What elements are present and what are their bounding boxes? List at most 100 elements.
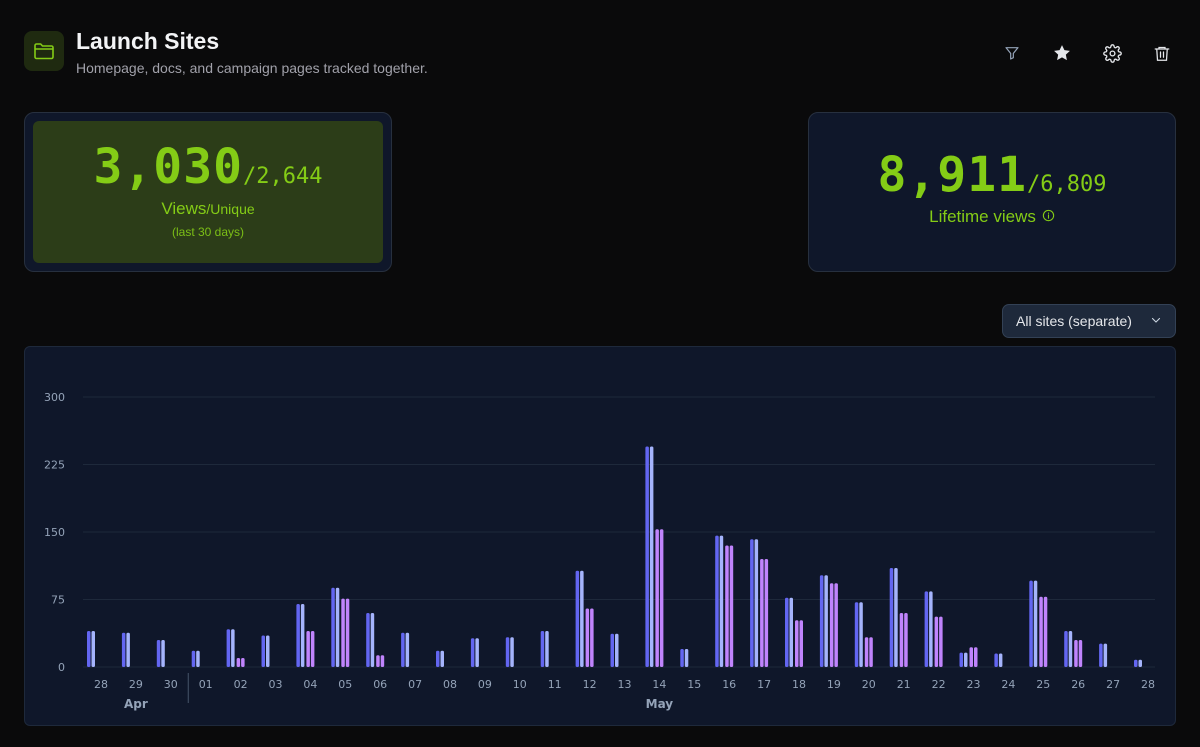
x-tick-label: 19 bbox=[827, 678, 841, 691]
bar-series-1a bbox=[1029, 580, 1033, 667]
month-label: Apr bbox=[124, 697, 148, 711]
bar-series-1b bbox=[475, 638, 479, 667]
x-tick-label: 25 bbox=[1036, 678, 1050, 691]
x-tick-label: 29 bbox=[129, 678, 143, 691]
bar-series-2a bbox=[934, 616, 939, 667]
bar-series-2a bbox=[306, 631, 310, 667]
x-tick-label: 24 bbox=[1001, 678, 1015, 691]
bar-series-2a bbox=[899, 613, 904, 667]
y-tick-label: 75 bbox=[51, 594, 65, 607]
period-label: (last 30 days) bbox=[171, 225, 245, 239]
bar-series-1b bbox=[161, 640, 165, 667]
x-tick-label: 03 bbox=[269, 678, 283, 691]
bar-series-1b bbox=[335, 587, 340, 667]
lifetime-views-label: Lifetime views bbox=[929, 207, 1036, 226]
trash-icon[interactable] bbox=[1148, 40, 1176, 66]
x-tick-label: 13 bbox=[618, 678, 632, 691]
bar-series-1b bbox=[964, 652, 968, 667]
bar-series-1b bbox=[754, 539, 759, 667]
views-bar-chart: 0 75 150 225 300 28 29 30 01 02 03 04 05 06 07 08 09 10 11… bbox=[44, 391, 1155, 711]
bar-series-1b bbox=[789, 597, 793, 667]
lifetime-unique-count: /6,809 bbox=[1027, 172, 1107, 197]
bar-series-1a bbox=[261, 635, 265, 667]
x-tick-label: 11 bbox=[548, 678, 562, 691]
gear-icon[interactable] bbox=[1098, 40, 1126, 66]
bar-series-2b bbox=[869, 637, 873, 667]
bar-series-2b bbox=[380, 655, 385, 667]
bar-series-1b bbox=[894, 568, 898, 667]
bar-series-1a bbox=[156, 640, 161, 667]
bar-series-2b bbox=[241, 658, 245, 667]
bar-series-2a bbox=[236, 658, 241, 667]
bar-series-1b bbox=[1138, 659, 1142, 667]
bar-series-1b bbox=[545, 631, 549, 667]
bar-series-1b bbox=[615, 633, 619, 667]
bar-series-2a bbox=[969, 647, 973, 667]
bar-series-1a bbox=[540, 631, 545, 667]
bar-series-1a bbox=[819, 575, 824, 667]
bar-series-2a bbox=[585, 608, 590, 667]
star-icon[interactable] bbox=[1048, 40, 1076, 66]
bar-series-2a bbox=[341, 598, 345, 667]
bar-series-1a bbox=[1134, 659, 1138, 667]
views-count: 3,030 bbox=[93, 139, 243, 195]
bar-series-2b bbox=[939, 616, 943, 667]
x-tick-label: 12 bbox=[583, 678, 597, 691]
bar-series-1b bbox=[510, 637, 514, 667]
bar-series-2b bbox=[590, 608, 594, 667]
page-title: Launch Sites bbox=[76, 28, 220, 54]
x-tick-label: 28 bbox=[1141, 678, 1155, 691]
bar-series-1b bbox=[824, 575, 828, 667]
x-tick-label: 20 bbox=[862, 678, 876, 691]
bar-series-1b bbox=[300, 604, 305, 667]
x-tick-label: 16 bbox=[722, 678, 736, 691]
bar-series-1b bbox=[719, 535, 724, 667]
bar-series-1b bbox=[405, 632, 410, 667]
info-icon[interactable] bbox=[1042, 207, 1055, 227]
bar-series-2a bbox=[1074, 640, 1078, 667]
bar-series-1b bbox=[684, 649, 689, 667]
bar-series-1b bbox=[126, 632, 130, 667]
site-selector-dropdown[interactable]: All sites (separate) bbox=[1002, 304, 1176, 338]
x-tick-label: 05 bbox=[338, 678, 352, 691]
x-tick-label: 23 bbox=[967, 678, 981, 691]
x-tick-label: 17 bbox=[757, 678, 771, 691]
bar-series-2a bbox=[795, 620, 799, 667]
bar-series-2b bbox=[1078, 640, 1083, 667]
bar-series-1b bbox=[370, 613, 375, 667]
bar-series-2a bbox=[829, 583, 834, 667]
x-tick-label: 28 bbox=[94, 678, 108, 691]
page-header: Launch Sites Homepage, docs, and campaig… bbox=[24, 26, 1176, 82]
bar-series-1a bbox=[436, 650, 440, 667]
bar-series-1a bbox=[331, 587, 335, 667]
unique-label: /Unique bbox=[206, 201, 255, 217]
bar-series-1a bbox=[1064, 631, 1068, 667]
bar-series-2b bbox=[799, 620, 803, 667]
bar-series-2a bbox=[760, 559, 764, 667]
bar-series-1b bbox=[1068, 631, 1073, 667]
bar-series-1a bbox=[191, 650, 196, 667]
x-tick-label: 22 bbox=[932, 678, 946, 691]
bar-series-1a bbox=[959, 652, 963, 667]
filter-icon[interactable] bbox=[998, 40, 1026, 66]
bar-series-1a bbox=[889, 568, 894, 667]
bar-series-2b bbox=[834, 583, 838, 667]
bar-series-1a bbox=[715, 535, 719, 667]
bar-series-1a bbox=[645, 446, 649, 667]
x-tick-label: 04 bbox=[303, 678, 317, 691]
bar-series-1b bbox=[929, 591, 933, 667]
bar-series-1a bbox=[924, 591, 929, 667]
chevron-down-icon bbox=[1150, 313, 1162, 329]
bar-series-1a bbox=[505, 637, 510, 667]
bar-series-2b bbox=[904, 613, 908, 667]
bar-series-1b bbox=[266, 635, 270, 667]
x-tick-label: 01 bbox=[199, 678, 213, 691]
x-tick-label: 02 bbox=[234, 678, 248, 691]
x-tick-label: 09 bbox=[478, 678, 492, 691]
bar-series-1a bbox=[854, 602, 859, 667]
x-tick-label: 21 bbox=[897, 678, 911, 691]
bar-series-2a bbox=[376, 655, 380, 667]
bar-series-1b bbox=[440, 650, 444, 667]
bar-series-2b bbox=[310, 631, 315, 667]
bar-series-1a bbox=[226, 629, 231, 667]
